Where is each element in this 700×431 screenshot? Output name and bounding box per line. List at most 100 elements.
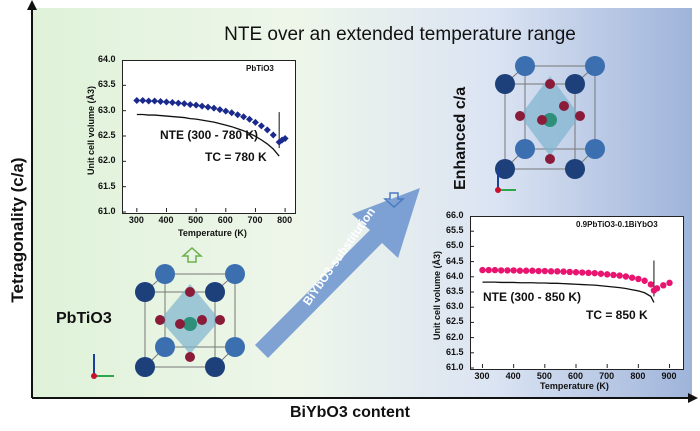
data-point: [210, 104, 218, 112]
data-point: [560, 268, 567, 275]
right-y-label: Unit cell volume (Å3): [432, 250, 442, 340]
data-point: [653, 285, 661, 292]
data-point: [251, 118, 259, 126]
y-tick-label: 61.0: [98, 206, 116, 216]
y-tick-label: 62.0: [98, 155, 116, 166]
axes-triad-left: [91, 354, 114, 379]
x-tick-label: 300: [474, 371, 490, 381]
right-nte-note: NTE (300 - 850 K): [483, 290, 582, 304]
data-point: [186, 101, 194, 109]
x-tick-label: 500: [188, 215, 204, 225]
data-point: [622, 273, 630, 280]
x-tick-label: 800: [277, 215, 293, 225]
data-point: [647, 281, 655, 288]
data-point: [269, 131, 277, 139]
data-point: [145, 97, 153, 105]
data-point: [660, 282, 667, 289]
x-tick-label: 700: [247, 215, 263, 225]
data-point: [628, 274, 636, 281]
data-point: [234, 111, 242, 119]
enhanced-ca-label: Enhanced c/a: [452, 86, 469, 190]
right-plot-frame: [470, 216, 684, 370]
y-tick-label: 61.0: [446, 362, 464, 372]
data-point: [257, 122, 265, 130]
data-point: [240, 113, 248, 121]
y-tick-label: 64.0: [98, 54, 116, 64]
right-plot-area: [470, 216, 673, 369]
data-point: [516, 267, 524, 274]
data-point: [204, 103, 212, 111]
data-point: [616, 272, 623, 279]
data-point: [522, 267, 530, 274]
nte-trend-line: [136, 113, 280, 157]
substitution-arrow: [255, 188, 420, 358]
data-point: [641, 277, 648, 284]
data-point: [198, 102, 206, 110]
data-point: [139, 97, 147, 105]
data-point: [666, 279, 673, 287]
data-point: [579, 269, 586, 276]
data-point: [529, 267, 536, 274]
y-tick-label: 63.5: [446, 286, 464, 296]
data-point: [174, 99, 182, 107]
data-point: [597, 270, 605, 277]
y-tick-label: 62.5: [446, 316, 464, 327]
left-x-label: Temperature (K): [178, 228, 247, 238]
x-tick-label: 400: [158, 215, 174, 225]
data-point: [485, 266, 492, 274]
axes-triad-right: [495, 170, 516, 193]
data-point: [216, 106, 224, 114]
y-tick-label: 63.5: [98, 79, 116, 90]
data-point: [504, 267, 511, 274]
left-plot-frame: [122, 60, 296, 214]
data-point: [192, 101, 200, 109]
data-point: [479, 266, 486, 274]
data-point: [133, 97, 141, 105]
data-point: [246, 115, 254, 123]
left-y-label: Unit cell volume (Å3): [86, 85, 96, 175]
data-point: [497, 267, 505, 274]
data-point: [535, 267, 542, 275]
data-point: [510, 267, 517, 274]
y-tick-label: 62.5: [98, 130, 116, 140]
data-point: [151, 97, 159, 105]
data-point: [168, 99, 176, 107]
y-tick-label: 63.0: [446, 301, 464, 312]
x-tick-label: 800: [630, 371, 646, 381]
right-plot-tag: 0.9PbTiO3-0.1BiYbO3: [576, 220, 658, 229]
pbtio3-label: PbTiO3: [56, 310, 112, 327]
y-tick-label: 64.5: [446, 255, 464, 266]
left-tc-note: TC = 780 K: [205, 150, 267, 164]
x-axis-label: BiYbO3 content: [289, 404, 410, 421]
data-point: [491, 266, 499, 274]
data-point: [162, 98, 170, 106]
data-point: [275, 138, 283, 146]
data-point: [591, 269, 598, 277]
y-tick-label: 61.5: [446, 346, 464, 357]
data-point: [180, 100, 188, 108]
left-nte-note: NTE (300 - 780 K): [160, 128, 259, 142]
x-tick-label: 700: [599, 371, 615, 381]
x-tick-label: 900: [661, 371, 677, 381]
data-point: [281, 135, 289, 143]
y-tick-label: 63.0: [98, 104, 116, 115]
data-point: [554, 268, 561, 275]
y-tick-label: 65.5: [446, 225, 464, 236]
y-tick-label: 61.5: [98, 180, 116, 191]
y-tick-label: 65.0: [446, 240, 464, 251]
data-point: [157, 98, 165, 106]
x-tick-label: 600: [568, 371, 584, 381]
figure-title: NTE over an extended temperature range: [224, 24, 576, 45]
y-axis-label: Tetragonality (c/a): [8, 157, 27, 303]
right-x-label: Temperature (K): [540, 381, 609, 391]
y-tick-label: 66.0: [446, 210, 464, 220]
data-point: [566, 268, 573, 276]
data-point: [585, 269, 592, 277]
data-point: [603, 271, 611, 278]
data-point: [278, 136, 286, 144]
x-tick-label: 500: [536, 371, 552, 381]
data-point: [541, 267, 549, 275]
data-point: [610, 271, 617, 279]
nte-trend-line: [482, 281, 655, 303]
